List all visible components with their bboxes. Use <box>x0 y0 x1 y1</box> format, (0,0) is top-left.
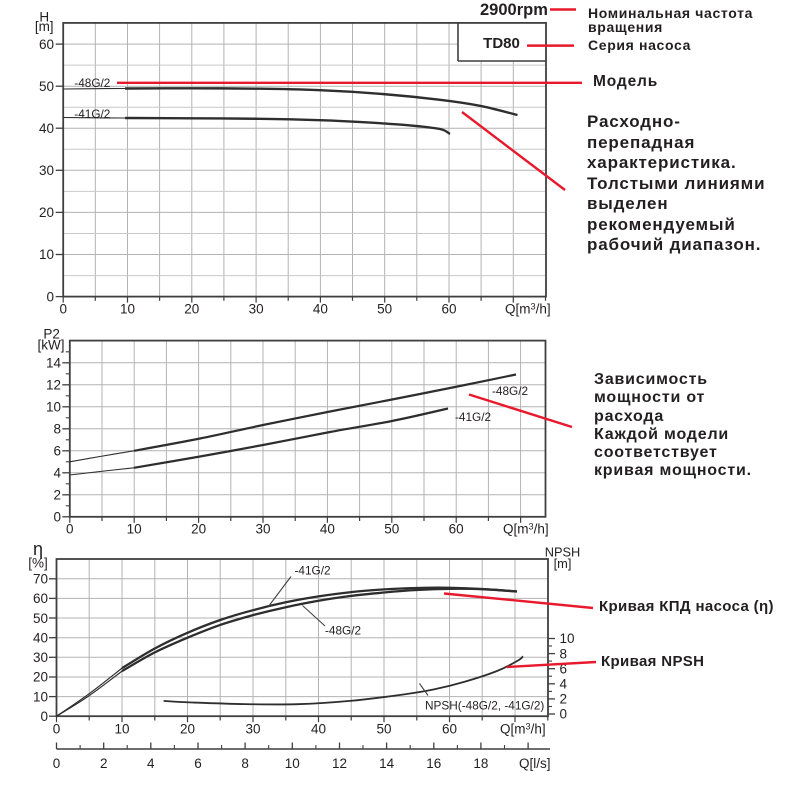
svg-text:H: H <box>39 10 49 25</box>
svg-text:2900rpm: 2900rpm <box>480 1 548 19</box>
svg-text:20: 20 <box>191 522 206 537</box>
svg-text:12: 12 <box>332 756 347 771</box>
svg-text:14: 14 <box>379 756 395 771</box>
svg-text:6: 6 <box>53 444 61 459</box>
svg-text:P2: P2 <box>43 327 60 342</box>
svg-text:60: 60 <box>39 37 54 52</box>
svg-text:50: 50 <box>384 522 399 537</box>
svg-text:40: 40 <box>33 630 48 645</box>
svg-text:[kW]: [kW] <box>38 338 65 353</box>
svg-text:Q[m3/h]: Q[m3/h] <box>505 301 551 316</box>
svg-text:TD80: TD80 <box>483 35 520 52</box>
svg-text:40: 40 <box>311 722 326 737</box>
svg-text:2: 2 <box>560 692 568 707</box>
svg-text:-48G/2: -48G/2 <box>492 384 528 398</box>
svg-text:4: 4 <box>53 466 61 481</box>
svg-text:14: 14 <box>46 356 62 371</box>
svg-text:60: 60 <box>33 591 48 606</box>
svg-text:8: 8 <box>560 646 568 661</box>
svg-text:-41G/2: -41G/2 <box>295 564 331 578</box>
svg-text:0: 0 <box>40 709 48 724</box>
svg-text:η: η <box>33 539 43 559</box>
svg-text:50: 50 <box>33 611 48 626</box>
svg-text:60: 60 <box>441 302 456 317</box>
svg-text:20: 20 <box>39 205 54 220</box>
svg-text:30: 30 <box>249 302 264 317</box>
svg-text:0: 0 <box>59 302 67 317</box>
svg-text:50: 50 <box>39 79 54 94</box>
svg-text:6: 6 <box>194 756 202 771</box>
svg-text:40: 40 <box>320 522 335 537</box>
svg-text:60: 60 <box>442 722 457 737</box>
svg-text:[m]: [m] <box>35 19 54 34</box>
svg-text:50: 50 <box>377 302 392 317</box>
svg-text:18: 18 <box>473 756 488 771</box>
svg-text:30: 30 <box>33 650 48 665</box>
svg-text:20: 20 <box>33 670 48 685</box>
svg-text:0: 0 <box>53 510 61 525</box>
svg-text:70: 70 <box>33 572 48 587</box>
svg-text:10: 10 <box>33 689 48 704</box>
svg-text:16: 16 <box>426 756 441 771</box>
svg-text:0: 0 <box>53 722 61 737</box>
svg-text:8: 8 <box>241 756 249 771</box>
svg-text:12: 12 <box>46 378 61 393</box>
svg-text:NPSH: NPSH <box>545 545 581 560</box>
svg-text:0: 0 <box>66 522 74 537</box>
svg-text:2: 2 <box>53 488 61 503</box>
svg-text:10: 10 <box>39 247 54 262</box>
svg-text:10: 10 <box>127 522 142 537</box>
svg-text:[m]: [m] <box>554 556 572 571</box>
svg-text:8: 8 <box>53 422 61 437</box>
svg-text:[%]: [%] <box>28 556 48 571</box>
svg-text:0: 0 <box>53 756 61 771</box>
svg-text:Q[m3/h]: Q[m3/h] <box>500 721 546 736</box>
svg-text:20: 20 <box>184 302 199 317</box>
svg-text:-41G/2: -41G/2 <box>455 410 491 424</box>
svg-text:4: 4 <box>560 677 568 692</box>
svg-text:30: 30 <box>39 163 54 178</box>
svg-text:0: 0 <box>46 289 54 304</box>
svg-text:2: 2 <box>100 756 108 771</box>
svg-text:4: 4 <box>147 756 155 771</box>
svg-text:10: 10 <box>120 302 135 317</box>
svg-text:20: 20 <box>180 722 195 737</box>
svg-text:-48G/2: -48G/2 <box>325 624 361 638</box>
svg-text:40: 40 <box>39 121 54 136</box>
svg-text:-48G/2: -48G/2 <box>74 76 110 90</box>
svg-text:0: 0 <box>560 707 568 722</box>
svg-text:Q[l/s]: Q[l/s] <box>519 756 551 771</box>
svg-text:-41G/2: -41G/2 <box>74 107 110 121</box>
svg-text:10: 10 <box>46 400 61 415</box>
svg-text:6: 6 <box>560 661 568 676</box>
svg-text:Q[m3/h]: Q[m3/h] <box>503 521 549 536</box>
svg-text:50: 50 <box>376 722 391 737</box>
svg-text:30: 30 <box>245 722 260 737</box>
svg-text:NPSH(-48G/2, -41G/2): NPSH(-48G/2, -41G/2) <box>425 699 544 713</box>
svg-text:10: 10 <box>285 756 300 771</box>
svg-text:40: 40 <box>313 302 328 317</box>
svg-text:10: 10 <box>560 631 575 646</box>
svg-text:30: 30 <box>255 522 270 537</box>
svg-text:60: 60 <box>449 522 464 537</box>
svg-text:10: 10 <box>114 722 129 737</box>
